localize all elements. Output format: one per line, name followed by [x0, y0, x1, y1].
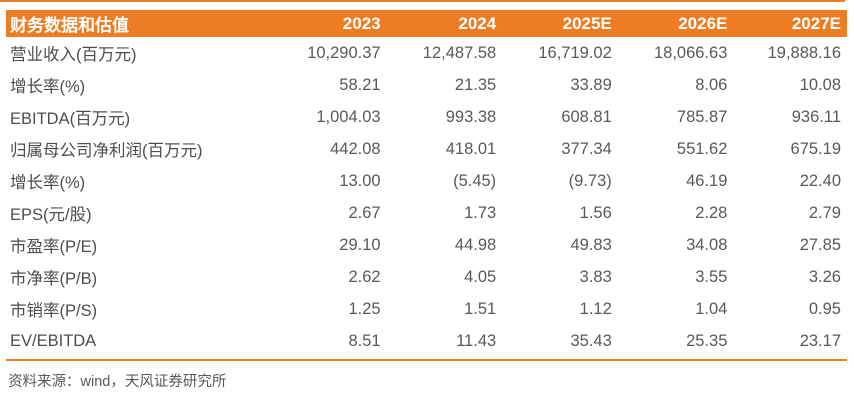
value-cell: 10,290.37	[307, 43, 381, 62]
value-cell: 46.19	[686, 171, 728, 190]
table-row: 市净率(P/B) 2.62 4.05 3.83 3.55 3.26	[6, 261, 847, 293]
value-cell: 1.12	[579, 299, 612, 318]
column-header-2027E: 2027E	[791, 13, 841, 33]
value-cell: 1,004.03	[316, 107, 381, 126]
value-cell: 993.38	[445, 107, 497, 126]
value-cell: 936.11	[791, 107, 841, 126]
financial-data-table: 财务数据和估值 2023 2024 2025E 2026E 2027E 营业收入(百万元…	[6, 10, 847, 357]
value-cell: 418.01	[445, 139, 497, 158]
column-header-2023: 2023	[342, 13, 381, 33]
row-label: EPS(元/股)	[10, 206, 92, 224]
value-cell: 3.26	[808, 267, 841, 286]
value-cell: 11.43	[456, 331, 497, 350]
value-cell: 1.04	[695, 299, 728, 318]
top-accent-rule	[0, 0, 845, 2]
row-label: EBITDA(百万元)	[10, 110, 131, 128]
value-cell: 33.89	[570, 75, 612, 94]
column-header-2024: 2024	[458, 13, 497, 33]
value-cell: 377.34	[561, 139, 612, 158]
value-cell: 23.17	[799, 331, 841, 350]
value-cell: 13.00	[339, 171, 381, 190]
value-cell: 58.21	[339, 75, 381, 94]
value-cell: 608.81	[561, 107, 612, 126]
financial-table-wrap: 财务数据和估值 2023 2024 2025E 2026E 2027E 营业收入(百万元…	[6, 10, 847, 357]
value-cell: 2.67	[348, 203, 381, 222]
table-row: 营业收入(百万元) 10,290.37 12,487.58 16,719.02 18,0…	[6, 37, 847, 69]
value-cell: 1.51	[464, 299, 497, 318]
value-cell: (9.73)	[568, 171, 612, 190]
table-row: 市销率(P/S) 1.25 1.51 1.12 1.04 0.95	[6, 293, 847, 325]
value-cell: 34.08	[686, 235, 728, 254]
table-header: 财务数据和估值 2023 2024 2025E 2026E 2027E	[6, 10, 847, 37]
value-cell: 44.98	[454, 235, 497, 254]
table-row: EBITDA(百万元) 1,004.03 993.38 608.81 785.87 936…	[6, 101, 847, 133]
table-row: EPS(元/股) 2.67 1.73 1.56 2.28 2.79	[6, 197, 847, 229]
value-cell: 1.56	[579, 203, 612, 222]
value-cell: 675.19	[790, 139, 841, 158]
value-cell: 25.35	[686, 331, 728, 350]
value-cell: 18,066.63	[653, 43, 728, 62]
table-row: 增长率(%) 58.21 21.35 33.89 8.06 10.08	[6, 69, 847, 101]
row-label: 增长率(%)	[10, 174, 86, 192]
value-cell: 2.79	[808, 203, 841, 222]
table-row: EV/EBITDA 8.51 11.43 35.43 25.35 23.17	[6, 325, 847, 357]
row-label: EV/EBITDA	[10, 331, 97, 350]
table-body: 营业收入(百万元) 10,290.37 12,487.58 16,719.02 18,0…	[6, 37, 847, 357]
value-cell: 785.87	[676, 107, 728, 126]
value-cell: 4.05	[464, 267, 497, 286]
row-label: 市净率(P/B)	[10, 270, 98, 288]
value-cell: (5.45)	[453, 171, 497, 190]
value-cell: 16,719.02	[538, 43, 612, 62]
value-cell: 2.28	[695, 203, 728, 222]
value-cell: 49.83	[570, 235, 612, 254]
bottom-accent-rule	[6, 359, 847, 361]
value-cell: 442.08	[330, 139, 381, 158]
row-label: 归属母公司净利润(百万元)	[10, 142, 203, 160]
value-cell: 3.55	[695, 267, 728, 286]
value-cell: 19,888.16	[767, 43, 841, 62]
row-label: 市盈率(P/E)	[10, 238, 98, 256]
row-label: 增长率(%)	[10, 78, 86, 96]
value-cell: 35.43	[570, 331, 612, 350]
value-cell: 22.40	[799, 171, 841, 190]
row-label: 营业收入(百万元)	[10, 46, 137, 64]
value-cell: 21.35	[454, 75, 497, 94]
value-cell: 1.73	[464, 203, 497, 222]
table-row: 市盈率(P/E) 29.10 44.98 49.83 34.08 27.85	[6, 229, 847, 261]
value-cell: 551.62	[676, 139, 728, 158]
value-cell: 8.06	[695, 75, 728, 94]
table-row: 归属母公司净利润(百万元) 442.08 418.01 377.34 551.62 675…	[6, 133, 847, 165]
value-cell: 2.62	[348, 267, 381, 286]
column-header-2025E: 2025E	[562, 13, 612, 33]
value-cell: 29.10	[339, 235, 381, 254]
value-cell: 3.83	[579, 267, 612, 286]
source-note: 资料来源：wind，天风证券研究所	[8, 374, 227, 390]
value-cell: 1.25	[348, 299, 381, 318]
column-header-2026E: 2026E	[678, 13, 728, 33]
value-cell: 27.85	[799, 235, 841, 254]
value-cell: 10.08	[799, 75, 841, 94]
value-cell: 0.95	[808, 299, 841, 318]
value-cell: 8.51	[348, 331, 381, 350]
row-label: 市销率(P/S)	[10, 302, 98, 320]
table-row: 增长率(%) 13.00 (5.45) (9.73) 46.19 22.40	[6, 165, 847, 197]
value-cell: 12,487.58	[422, 43, 497, 62]
table-header-row: 财务数据和估值 2023 2024 2025E 2026E 2027E	[6, 10, 847, 37]
table-title: 财务数据和估值	[10, 16, 129, 35]
